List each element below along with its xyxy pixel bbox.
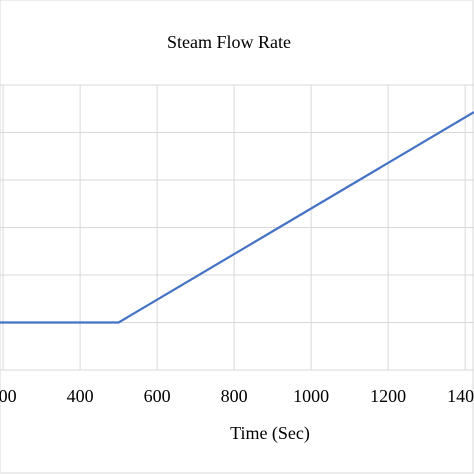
x-tick-label: 400 [67, 386, 94, 406]
x-tick-label: 800 [221, 386, 248, 406]
x-tick-label: 1400 [447, 386, 474, 406]
chart-title: Steam Flow Rate [167, 32, 291, 52]
x-tick-label: 1000 [293, 386, 329, 406]
data-line [0, 111, 474, 324]
x-tick-label: 600 [144, 386, 171, 406]
x-tick-label: 200 [0, 386, 17, 406]
x-tick-label: 1200 [370, 386, 406, 406]
x-axis-label: Time (Sec) [230, 423, 310, 444]
